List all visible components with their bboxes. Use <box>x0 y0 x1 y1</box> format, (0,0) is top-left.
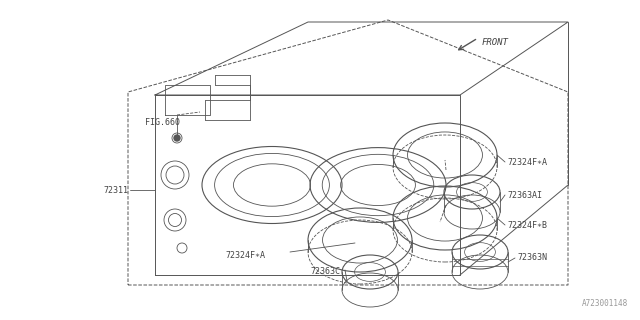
Text: 72363N: 72363N <box>517 253 547 262</box>
Text: FRONT: FRONT <box>482 37 509 46</box>
Text: 72363C: 72363C <box>310 268 340 276</box>
Text: 72324F∗A: 72324F∗A <box>225 251 265 260</box>
Text: 72324F∗A: 72324F∗A <box>507 157 547 166</box>
Ellipse shape <box>174 135 180 141</box>
Text: 72324F∗B: 72324F∗B <box>507 220 547 229</box>
Text: 72363AI: 72363AI <box>507 190 542 199</box>
Text: 72311: 72311 <box>103 186 128 195</box>
Text: A723001148: A723001148 <box>582 299 628 308</box>
Text: FIG.660: FIG.660 <box>145 117 180 126</box>
